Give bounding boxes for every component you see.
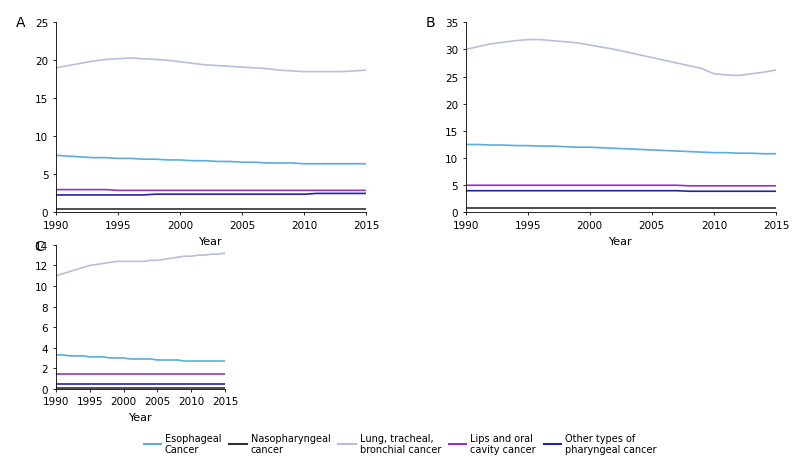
X-axis label: Year: Year xyxy=(129,412,152,422)
X-axis label: Year: Year xyxy=(609,236,633,246)
Legend: Esophageal
Cancer, Nasopharyngeal
cancer, Lung, tracheal,
bronchial cancer, Lips: Esophageal Cancer, Nasopharyngeal cancer… xyxy=(140,429,660,458)
Text: C: C xyxy=(34,240,44,254)
Text: B: B xyxy=(426,16,435,30)
Text: A: A xyxy=(16,16,25,30)
X-axis label: Year: Year xyxy=(199,236,223,246)
